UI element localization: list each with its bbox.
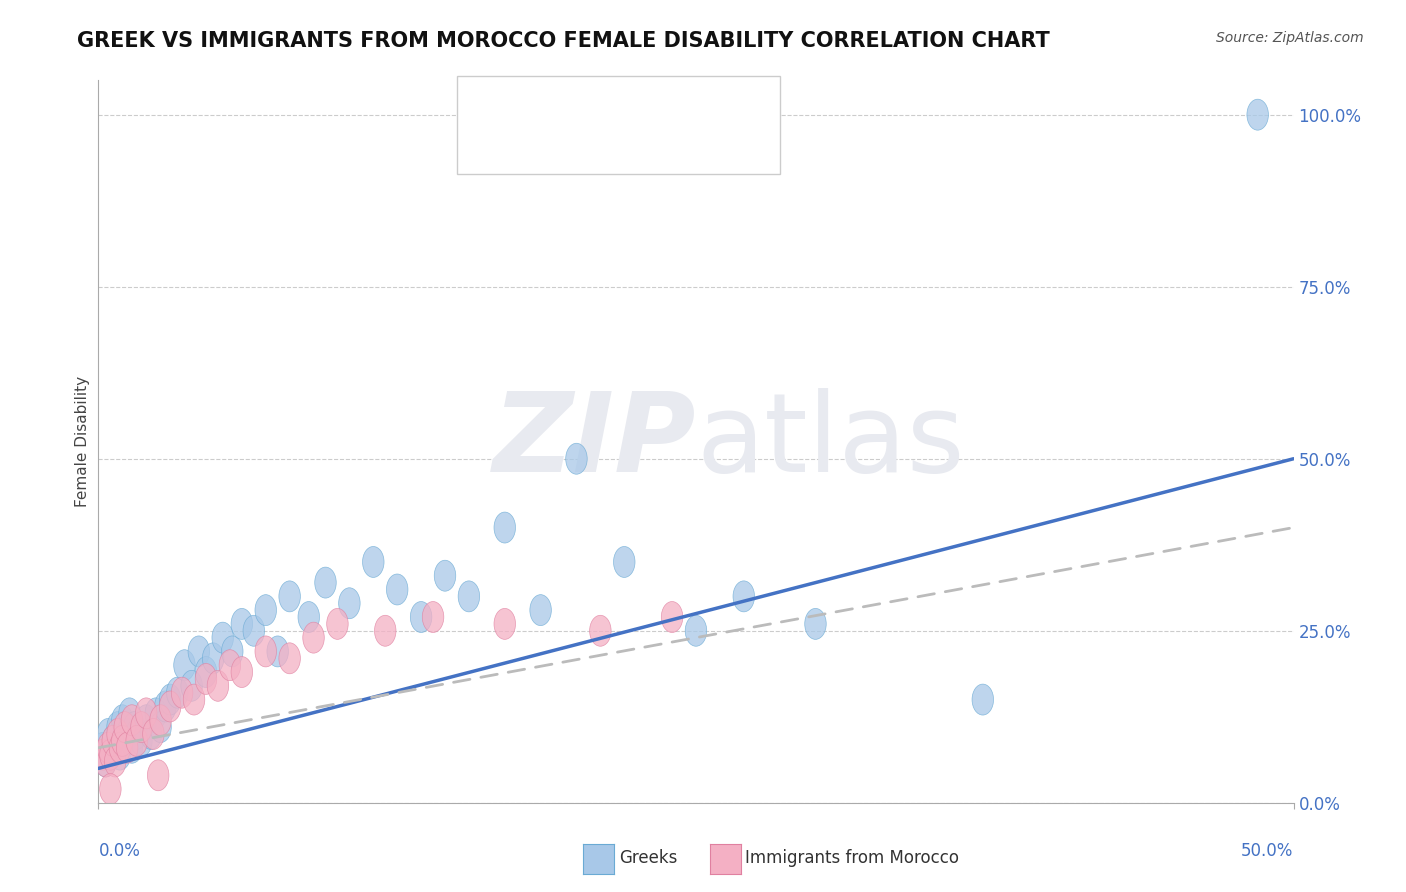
Ellipse shape <box>135 698 157 729</box>
Ellipse shape <box>103 725 124 756</box>
Ellipse shape <box>121 732 142 764</box>
Ellipse shape <box>458 581 479 612</box>
Ellipse shape <box>183 684 205 715</box>
Ellipse shape <box>494 512 516 543</box>
Ellipse shape <box>202 643 224 673</box>
Ellipse shape <box>374 615 396 646</box>
Text: Immigrants from Morocco: Immigrants from Morocco <box>745 849 959 867</box>
Ellipse shape <box>103 725 124 756</box>
Ellipse shape <box>195 664 217 694</box>
Text: R =  0.512   N = 52: R = 0.512 N = 52 <box>520 95 683 112</box>
Ellipse shape <box>93 739 114 770</box>
Ellipse shape <box>254 595 277 625</box>
Ellipse shape <box>142 719 165 749</box>
Ellipse shape <box>243 615 264 646</box>
Ellipse shape <box>141 719 162 749</box>
Ellipse shape <box>422 601 444 632</box>
Ellipse shape <box>494 608 516 640</box>
Ellipse shape <box>589 615 612 646</box>
Ellipse shape <box>326 608 349 640</box>
Ellipse shape <box>131 712 152 742</box>
Text: Greeks: Greeks <box>619 849 678 867</box>
Ellipse shape <box>148 760 169 791</box>
Text: atlas: atlas <box>696 388 965 495</box>
Ellipse shape <box>315 567 336 598</box>
Ellipse shape <box>93 732 114 764</box>
Ellipse shape <box>363 547 384 577</box>
Ellipse shape <box>411 601 432 632</box>
Ellipse shape <box>114 712 135 742</box>
Ellipse shape <box>159 684 181 715</box>
Text: GREEK VS IMMIGRANTS FROM MOROCCO FEMALE DISABILITY CORRELATION CHART: GREEK VS IMMIGRANTS FROM MOROCCO FEMALE … <box>77 31 1050 51</box>
Ellipse shape <box>278 581 301 612</box>
Ellipse shape <box>97 719 118 749</box>
Text: 50.0%: 50.0% <box>1241 842 1294 860</box>
Ellipse shape <box>339 588 360 619</box>
Ellipse shape <box>1247 99 1268 130</box>
Ellipse shape <box>685 615 707 646</box>
Ellipse shape <box>104 732 127 764</box>
Ellipse shape <box>195 657 217 688</box>
Text: R = 0.380   N = 35: R = 0.380 N = 35 <box>520 132 678 150</box>
Ellipse shape <box>302 623 325 653</box>
Ellipse shape <box>127 725 148 756</box>
Text: 0.0%: 0.0% <box>98 842 141 860</box>
Ellipse shape <box>94 746 117 777</box>
Ellipse shape <box>121 705 142 736</box>
Ellipse shape <box>111 705 134 736</box>
Ellipse shape <box>159 691 181 722</box>
Ellipse shape <box>267 636 288 667</box>
Ellipse shape <box>166 677 188 708</box>
Ellipse shape <box>150 712 172 742</box>
Ellipse shape <box>661 601 683 632</box>
Ellipse shape <box>212 623 233 653</box>
Ellipse shape <box>110 739 131 770</box>
Ellipse shape <box>298 601 319 632</box>
Ellipse shape <box>207 671 229 701</box>
Ellipse shape <box>94 746 117 777</box>
Ellipse shape <box>188 636 209 667</box>
Y-axis label: Female Disability: Female Disability <box>75 376 90 508</box>
Ellipse shape <box>387 574 408 605</box>
Ellipse shape <box>107 712 128 742</box>
Ellipse shape <box>972 684 994 715</box>
Ellipse shape <box>110 732 131 764</box>
Ellipse shape <box>97 732 118 764</box>
Ellipse shape <box>104 746 127 777</box>
Text: Source: ZipAtlas.com: Source: ZipAtlas.com <box>1216 31 1364 45</box>
Ellipse shape <box>231 608 253 640</box>
Ellipse shape <box>565 443 588 475</box>
Ellipse shape <box>530 595 551 625</box>
Ellipse shape <box>278 643 301 673</box>
Text: ZIP: ZIP <box>492 388 696 495</box>
Ellipse shape <box>114 725 135 756</box>
Ellipse shape <box>131 725 152 756</box>
Ellipse shape <box>613 547 636 577</box>
Ellipse shape <box>155 691 176 722</box>
Ellipse shape <box>124 712 145 742</box>
Ellipse shape <box>172 677 193 708</box>
Ellipse shape <box>174 649 195 681</box>
Ellipse shape <box>181 671 202 701</box>
Ellipse shape <box>434 560 456 591</box>
Ellipse shape <box>222 636 243 667</box>
Ellipse shape <box>117 719 138 749</box>
Ellipse shape <box>150 705 172 736</box>
Ellipse shape <box>118 698 141 729</box>
Ellipse shape <box>254 636 277 667</box>
Ellipse shape <box>804 608 827 640</box>
Ellipse shape <box>145 698 166 729</box>
Ellipse shape <box>100 773 121 805</box>
Ellipse shape <box>219 649 240 681</box>
Ellipse shape <box>127 719 148 749</box>
Ellipse shape <box>107 719 128 749</box>
Ellipse shape <box>231 657 253 688</box>
Ellipse shape <box>117 732 138 764</box>
Ellipse shape <box>733 581 755 612</box>
Ellipse shape <box>111 725 134 756</box>
Ellipse shape <box>135 705 157 736</box>
Ellipse shape <box>100 739 121 770</box>
Ellipse shape <box>100 739 121 770</box>
